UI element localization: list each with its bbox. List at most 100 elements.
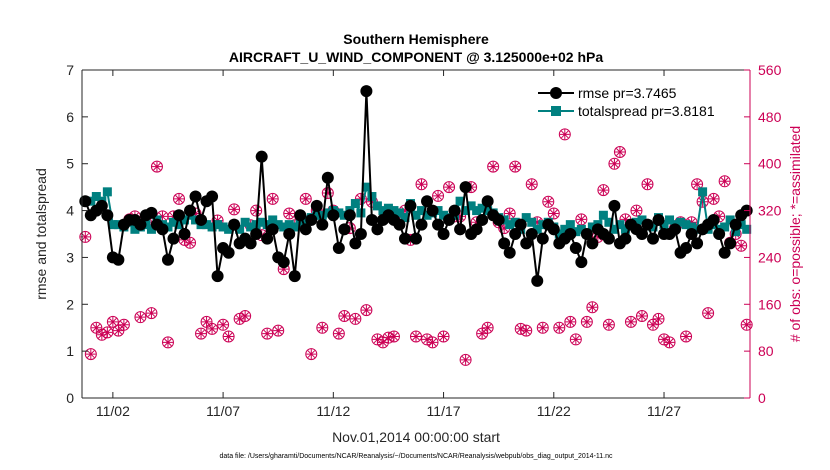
rmse-point xyxy=(195,213,208,226)
totalspread-point xyxy=(466,201,476,211)
obs-assimilated-marker xyxy=(355,193,366,204)
rmse-point xyxy=(371,223,384,236)
obs-assimilated-marker xyxy=(714,211,725,222)
rmse-point xyxy=(156,223,169,236)
totalspread-point xyxy=(598,210,608,220)
obs-assimilated-marker xyxy=(438,331,449,342)
rmse-point xyxy=(95,199,108,212)
obs-assimilated-marker xyxy=(664,337,675,348)
rmse-point xyxy=(569,242,582,255)
rmse-point xyxy=(586,237,599,250)
y-tick-label: 3 xyxy=(66,249,74,265)
totalspread-point xyxy=(378,206,388,216)
obs-assimilated-marker xyxy=(559,129,570,140)
x-tick-label: 11/17 xyxy=(427,403,461,419)
x-tick-label: 11/22 xyxy=(537,403,571,419)
obs-assimilated-marker xyxy=(537,322,548,333)
obs-possible-marker xyxy=(332,327,345,340)
obs-assimilated-marker xyxy=(300,193,311,204)
obs-assimilated-marker xyxy=(631,205,642,216)
obs-assimilated-marker xyxy=(416,179,427,190)
obs-possible-marker xyxy=(261,327,274,340)
obs-possible-marker xyxy=(117,318,130,331)
obs-possible-marker xyxy=(487,160,500,173)
obs-assimilated-marker xyxy=(576,214,587,225)
obs-assimilated-marker xyxy=(427,337,438,348)
rmse-point xyxy=(261,232,274,245)
rmse-point xyxy=(415,218,428,231)
rmse-point xyxy=(255,150,268,163)
rmse-point xyxy=(443,213,456,226)
obs-assimilated-marker xyxy=(306,349,317,360)
obs-assimilated-marker xyxy=(399,205,410,216)
totalspread-point xyxy=(257,217,267,227)
series-layer xyxy=(79,85,753,287)
obs-assimilated-marker xyxy=(146,308,157,319)
totalspread-point xyxy=(240,217,250,227)
obs-possible-marker xyxy=(222,330,235,343)
rmse-point xyxy=(173,209,186,222)
rmse-point xyxy=(294,209,307,222)
obs-assimilated-marker xyxy=(278,264,289,275)
obs-possible-marker xyxy=(316,321,329,334)
y2-tick-label: 0 xyxy=(758,390,766,406)
totalspread-point xyxy=(268,215,278,225)
obs-assimilated-marker xyxy=(201,316,212,327)
totalspread-point xyxy=(317,210,327,220)
obs-assimilated-marker xyxy=(80,231,91,242)
rmse-point xyxy=(167,232,180,245)
rmse-point xyxy=(161,253,174,266)
rmse-point xyxy=(646,232,659,245)
obs-assimilated-marker xyxy=(499,223,510,234)
rmse-point xyxy=(437,228,450,240)
obs-assimilated-marker xyxy=(91,322,102,333)
obs-assimilated-marker xyxy=(526,179,537,190)
rmse-point xyxy=(531,274,544,287)
obs-possible-marker xyxy=(624,315,637,328)
rmse-point xyxy=(536,232,549,245)
rmse-point xyxy=(310,199,323,212)
obs-assimilated-marker xyxy=(251,205,262,216)
chart-subtitle: AIRCRAFT_U_WIND_COMPONENT @ 3.125000e+02… xyxy=(229,49,603,65)
obs-possible-marker xyxy=(410,330,422,343)
obs-possible-marker xyxy=(630,204,643,217)
obs-possible-marker xyxy=(217,318,230,331)
obs-assimilated-marker xyxy=(333,328,344,339)
totalspread-point xyxy=(477,203,487,213)
rmse-point xyxy=(602,232,615,245)
totalspread-point xyxy=(725,215,735,225)
totalspread-point xyxy=(472,206,482,216)
obs-possible-marker xyxy=(542,195,555,208)
x-axis-label: Nov.01,2014 00:00:00 start xyxy=(332,429,500,445)
rmse-point xyxy=(503,246,516,259)
obs-possible-marker xyxy=(663,336,676,349)
rmse-point xyxy=(316,218,329,231)
obs-possible-marker xyxy=(586,301,599,314)
obs-assimilated-marker xyxy=(190,208,201,219)
obs-assimilated-marker xyxy=(361,305,372,316)
y-tick-label: 1 xyxy=(66,343,74,359)
rmse-point xyxy=(652,213,665,226)
obs-possible-marker xyxy=(354,192,367,205)
rmse-point xyxy=(189,190,202,203)
rmse-point xyxy=(299,223,312,236)
totalspread-point xyxy=(742,224,752,234)
obs-assimilated-marker xyxy=(444,182,455,193)
rmse-point xyxy=(338,223,351,236)
obs-possible-marker xyxy=(299,192,312,205)
obs-possible-marker xyxy=(652,312,665,325)
rmse-point xyxy=(426,204,439,217)
obs-assimilated-marker xyxy=(372,334,383,345)
rmse-point xyxy=(498,237,511,250)
obs-possible-marker xyxy=(272,324,285,337)
totalspread-point xyxy=(554,229,564,239)
totalspread-point xyxy=(350,199,360,209)
totalspread-point xyxy=(576,224,586,234)
legend-rmse-marker xyxy=(550,87,562,99)
rmse-point xyxy=(327,209,340,222)
obs-assimilated-marker xyxy=(642,179,653,190)
obs-assimilated-marker xyxy=(647,319,658,330)
rmse-point xyxy=(244,237,257,250)
obs-possible-marker xyxy=(707,192,720,205)
obs-possible-marker xyxy=(432,189,445,202)
